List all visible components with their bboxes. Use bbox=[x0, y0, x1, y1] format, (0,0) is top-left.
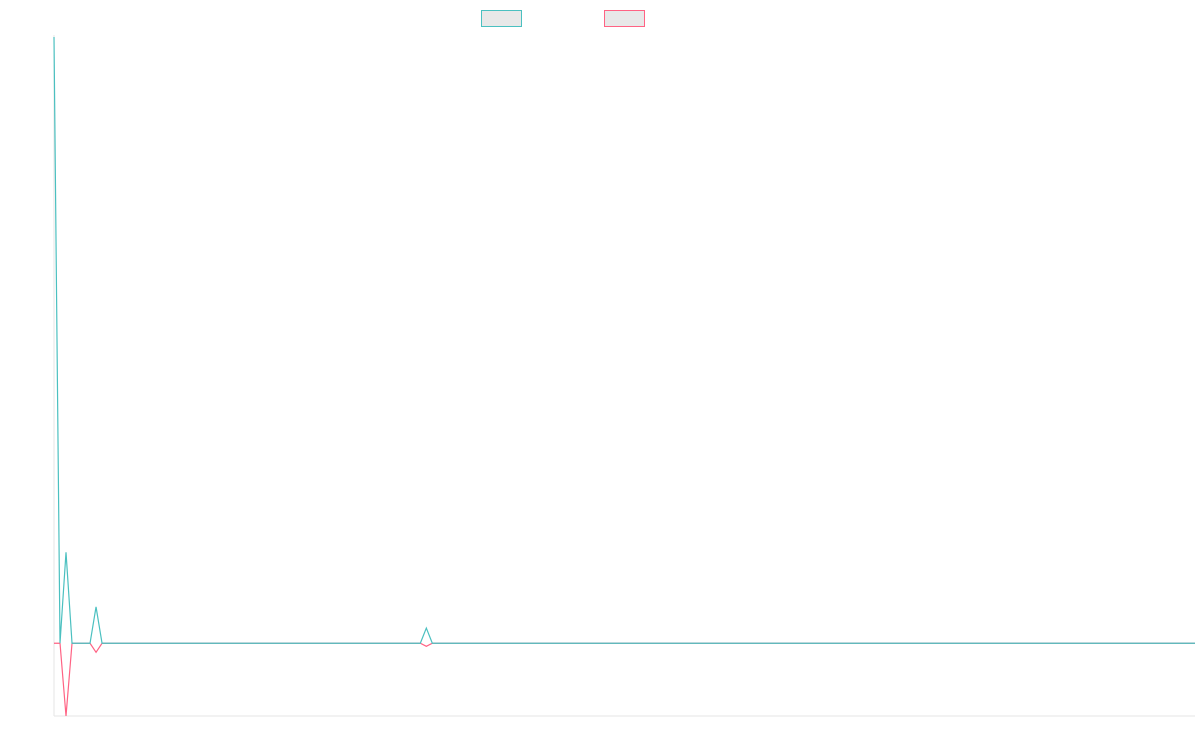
series-line-1 bbox=[54, 642, 1195, 717]
series-line-0 bbox=[53, 36, 1195, 644]
legend-swatch-series-a[interactable] bbox=[481, 10, 522, 27]
legend-swatch-series-b[interactable] bbox=[604, 10, 645, 27]
plot-series bbox=[53, 36, 1195, 717]
